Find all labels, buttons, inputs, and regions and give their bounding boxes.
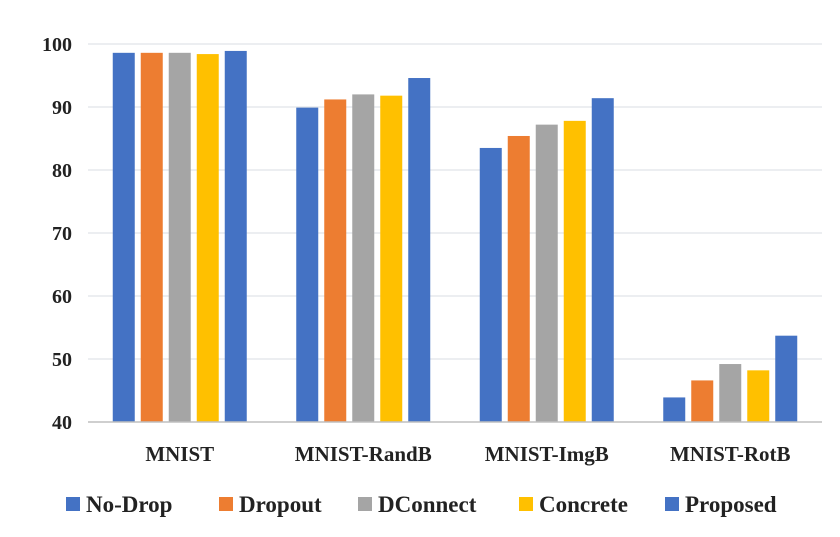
bar-proposed-mnist-rotb — [775, 335, 798, 422]
y-tick-label: 90 — [52, 97, 72, 119]
x-category-label: MNIST-RandB — [295, 442, 432, 466]
legend-label-concrete: Concrete — [539, 492, 628, 517]
bar-no-drop-mnist-rotb — [663, 397, 686, 422]
y-tick-label: 50 — [52, 349, 72, 371]
bar-concrete-mnist-rotb — [747, 370, 770, 422]
legend-label-dconnect: DConnect — [378, 492, 477, 517]
bar-dconnect-mnist-randb — [352, 94, 375, 423]
legend-swatch-concrete — [519, 497, 533, 511]
x-category-label: MNIST — [145, 442, 214, 466]
y-axis-ticks: 40 50 60 70 80 90 100 — [42, 34, 72, 434]
bar-dropout-mnist-randb — [324, 99, 347, 422]
legend: No-Drop Dropout DConnect Concrete Proposed — [66, 492, 777, 517]
bar-concrete-mnist-randb — [380, 95, 403, 422]
bar-proposed-mnist-randb — [408, 78, 431, 423]
legend-swatch-dropout — [219, 497, 233, 511]
bar-dropout-mnist-rotb — [691, 380, 714, 422]
bar-concrete-mnist — [196, 54, 219, 423]
x-category-label: MNIST-RotB — [670, 442, 791, 466]
bar-proposed-mnist-imgb — [591, 98, 614, 423]
y-tick-label: 80 — [52, 160, 72, 182]
x-category-label: MNIST-ImgB — [485, 442, 609, 466]
bar-no-drop-mnist-imgb — [479, 147, 502, 422]
bar-proposed-mnist — [224, 50, 247, 423]
legend-swatch-proposed — [665, 497, 679, 511]
legend-swatch-no-drop — [66, 497, 80, 511]
bar-concrete-mnist-imgb — [563, 120, 586, 423]
bar-dconnect-mnist — [168, 52, 191, 422]
y-tick-label: 60 — [52, 286, 72, 308]
bar-dropout-mnist — [140, 52, 163, 422]
bar-dconnect-mnist-imgb — [535, 124, 558, 422]
bar-dropout-mnist-imgb — [507, 135, 530, 423]
x-axis-categories: MNIST MNIST-RandB MNIST-ImgB MNIST-RotB — [145, 442, 790, 466]
legend-label-dropout: Dropout — [239, 492, 322, 517]
bar-no-drop-mnist-randb — [296, 107, 319, 422]
bars — [112, 50, 798, 423]
legend-swatch-dconnect — [358, 497, 372, 511]
y-tick-label: 40 — [52, 412, 72, 434]
y-tick-label: 70 — [52, 223, 72, 245]
bar-dconnect-mnist-rotb — [719, 364, 742, 422]
legend-label-no-drop: No-Drop — [86, 492, 172, 517]
y-tick-label: 100 — [42, 34, 72, 56]
bar-no-drop-mnist — [112, 52, 135, 422]
legend-label-proposed: Proposed — [685, 492, 777, 517]
